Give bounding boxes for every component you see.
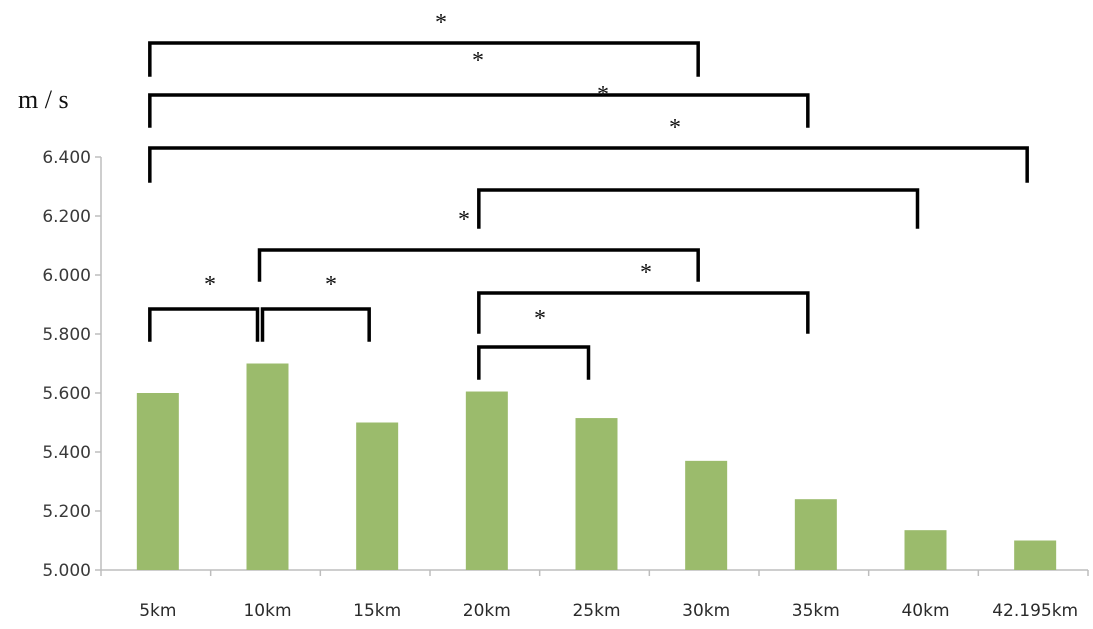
significance-brackets: * * * * * * * * * xyxy=(148,10,1029,380)
y-axis-unit-label: m / s xyxy=(18,85,69,114)
significance-star-5km-42.195km: * xyxy=(669,115,681,141)
x-tick-label: 42.195km xyxy=(992,601,1078,621)
significance-bracket-5km-42.195km xyxy=(148,146,1029,183)
bars xyxy=(136,363,1057,570)
y-tick-label: 6.000 xyxy=(42,266,91,286)
x-tick-label: 20km xyxy=(463,601,511,621)
significance-star-5km-30km: * xyxy=(472,48,484,74)
significance-star-20km-40km: * xyxy=(435,10,447,36)
significance-bracket-5km-10km xyxy=(148,307,260,342)
y-tick-label: 5.200 xyxy=(42,502,91,522)
bar-25km xyxy=(575,418,618,570)
bar-40km xyxy=(904,530,947,570)
significance-bracket-20km-25km xyxy=(477,345,591,380)
x-tick-label: 30km xyxy=(682,601,730,621)
significance-star-10km-30km: * xyxy=(458,207,470,233)
significance-bracket-5km-35km xyxy=(148,93,810,128)
significance-star-5km-35km: * xyxy=(597,82,609,108)
x-tick-label: 40km xyxy=(901,601,949,621)
significance-star-20km-25km: * xyxy=(534,306,546,332)
bar-20km xyxy=(465,391,508,570)
y-tick-label: 5.800 xyxy=(42,325,91,345)
significance-star-10km-15km: * xyxy=(325,272,337,298)
bar-10km xyxy=(246,363,289,570)
y-tick-label: 6.200 xyxy=(42,207,91,227)
significance-bracket-20km-40km xyxy=(477,188,920,229)
y-tick-label: 5.600 xyxy=(42,384,91,404)
x-tick-label: 5km xyxy=(139,601,176,621)
bar-30km xyxy=(685,460,728,570)
x-tick-label: 15km xyxy=(353,601,401,621)
y-axis-ticks: 5.000 5.200 5.400 5.600 5.800 6.000 6.200 6.400 xyxy=(42,148,101,581)
y-tick-label: 5.000 xyxy=(42,561,91,581)
significance-bracket-10km-30km xyxy=(257,248,700,282)
significance-star-5km-10km: * xyxy=(204,272,216,298)
bar-15km xyxy=(356,422,399,570)
x-tick-label: 10km xyxy=(243,601,291,621)
x-axis-ticks xyxy=(100,570,1089,576)
bar-42.195km xyxy=(1014,540,1057,570)
x-tick-label: 25km xyxy=(572,601,620,621)
significance-bracket-5km-30km xyxy=(148,41,700,77)
y-tick-label: 6.400 xyxy=(42,148,91,168)
significance-bracket-10km-15km xyxy=(260,307,371,342)
significance-star-20km-35km: * xyxy=(640,260,652,286)
x-axis-labels: 5km 10km 15km 20km 25km 30km 35km 40km 42.195km xyxy=(139,601,1078,621)
x-tick-label: 35km xyxy=(792,601,840,621)
y-tick-label: 5.400 xyxy=(42,443,91,463)
significance-bracket-20km-35km xyxy=(477,291,810,334)
bar-5km xyxy=(136,393,179,570)
bar-35km xyxy=(794,499,837,570)
